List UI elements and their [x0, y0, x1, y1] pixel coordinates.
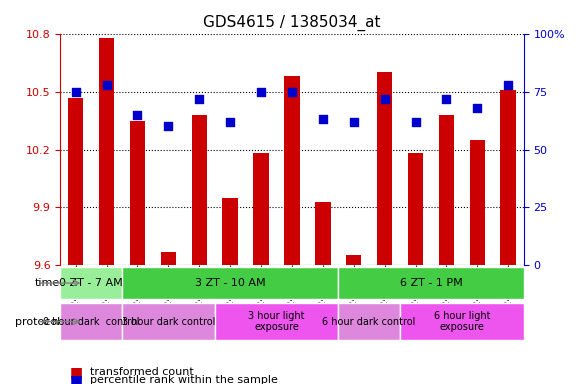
Point — [349, 119, 358, 125]
Bar — [377, 73, 392, 265]
Bar — [501, 90, 516, 265]
FancyBboxPatch shape — [338, 303, 400, 340]
Point — [287, 89, 296, 95]
Title: GDS4615 / 1385034_at: GDS4615 / 1385034_at — [203, 15, 380, 31]
FancyBboxPatch shape — [400, 303, 524, 340]
Point — [226, 119, 235, 125]
Point — [102, 82, 111, 88]
Bar — [438, 115, 454, 265]
Bar — [99, 38, 114, 265]
Bar — [284, 76, 300, 265]
FancyBboxPatch shape — [338, 267, 524, 299]
Text: ■: ■ — [70, 373, 83, 384]
Text: percentile rank within the sample: percentile rank within the sample — [90, 375, 278, 384]
Point — [195, 96, 204, 102]
Point — [164, 123, 173, 129]
Point — [133, 112, 142, 118]
Bar — [346, 255, 361, 265]
Text: 3 ZT - 10 AM: 3 ZT - 10 AM — [195, 278, 266, 288]
Bar — [191, 115, 207, 265]
Text: 0 ZT - 7 AM: 0 ZT - 7 AM — [59, 278, 123, 288]
Text: ■: ■ — [70, 366, 83, 379]
FancyBboxPatch shape — [122, 267, 338, 299]
Bar — [68, 98, 84, 265]
Bar — [223, 198, 238, 265]
Point — [318, 116, 328, 122]
Text: protocol: protocol — [15, 316, 60, 326]
Text: 6 ZT - 1 PM: 6 ZT - 1 PM — [400, 278, 462, 288]
FancyBboxPatch shape — [215, 303, 338, 340]
Bar — [130, 121, 145, 265]
Bar — [253, 153, 269, 265]
Text: 6 hour dark control: 6 hour dark control — [322, 316, 416, 326]
Point — [473, 105, 482, 111]
Point — [256, 89, 266, 95]
FancyBboxPatch shape — [122, 303, 215, 340]
Point — [442, 96, 451, 102]
Text: 3 hour dark control: 3 hour dark control — [122, 316, 215, 326]
Bar — [408, 153, 423, 265]
Bar — [315, 202, 331, 265]
Bar — [470, 140, 485, 265]
Text: 6 hour light
exposure: 6 hour light exposure — [434, 311, 490, 333]
Text: 3 hour light
exposure: 3 hour light exposure — [248, 311, 304, 333]
FancyBboxPatch shape — [60, 303, 122, 340]
FancyBboxPatch shape — [60, 267, 122, 299]
Point — [503, 82, 513, 88]
Point — [411, 119, 420, 125]
Text: time: time — [35, 278, 60, 288]
Text: 0 hour dark  control: 0 hour dark control — [43, 316, 139, 326]
Text: transformed count: transformed count — [90, 367, 194, 377]
Point — [380, 96, 389, 102]
Point — [71, 89, 81, 95]
Bar — [161, 252, 176, 265]
